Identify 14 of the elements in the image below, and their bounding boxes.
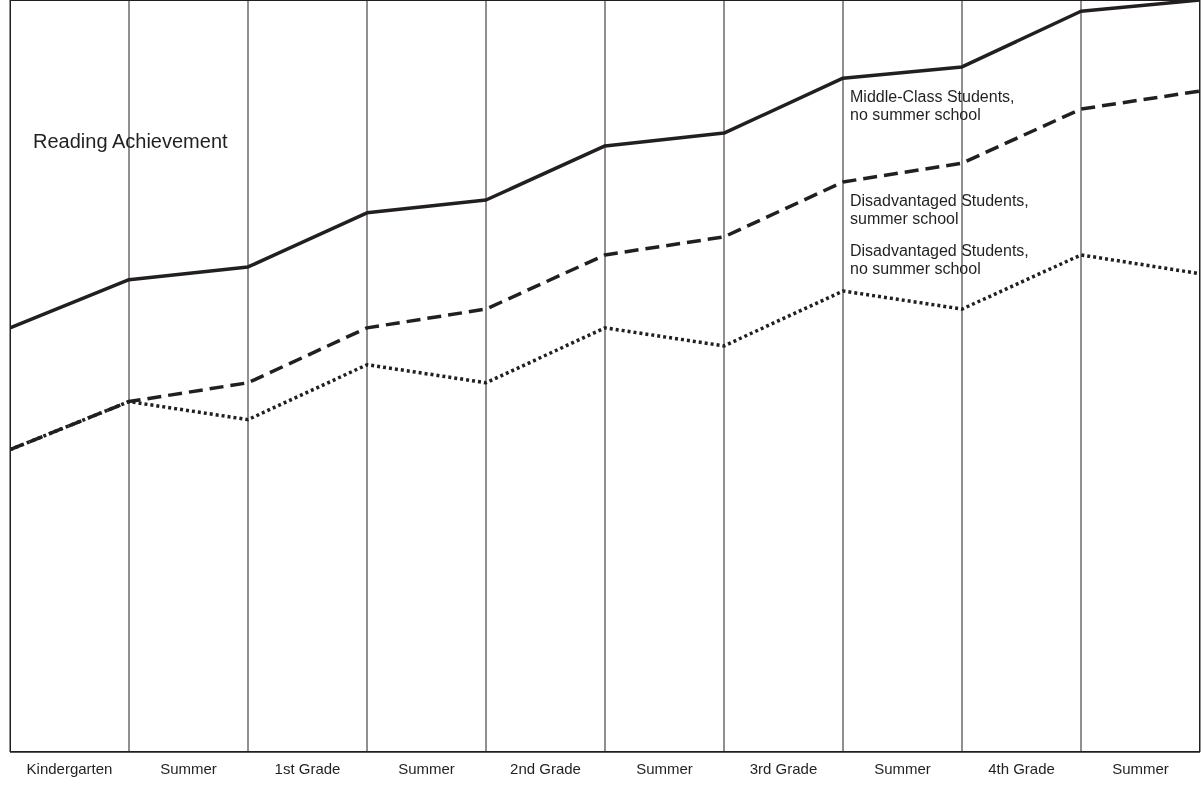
series-label: Disadvantaged Students, summer school [850,192,1030,228]
x-tick-label: Summer [874,760,931,777]
series-label: Middle-Class Students, no summer school [850,88,1016,124]
x-tick-label: 2nd Grade [510,760,581,777]
x-tick-label: 1st Grade [274,760,341,777]
series-label: Disadvantaged Students, no summer school [850,242,1030,278]
x-tick-label: Kindergarten [26,760,113,777]
x-tick-label: Summer [398,760,455,777]
x-tick-label: Summer [160,760,217,777]
text: Reading Achievement [33,130,228,153]
x-tick-label: Summer [1112,760,1169,777]
x-tick-label: Summer [636,760,693,777]
x-tick-label: 3rd Grade [749,760,818,777]
x-tick-label: 4th Grade [988,760,1055,777]
